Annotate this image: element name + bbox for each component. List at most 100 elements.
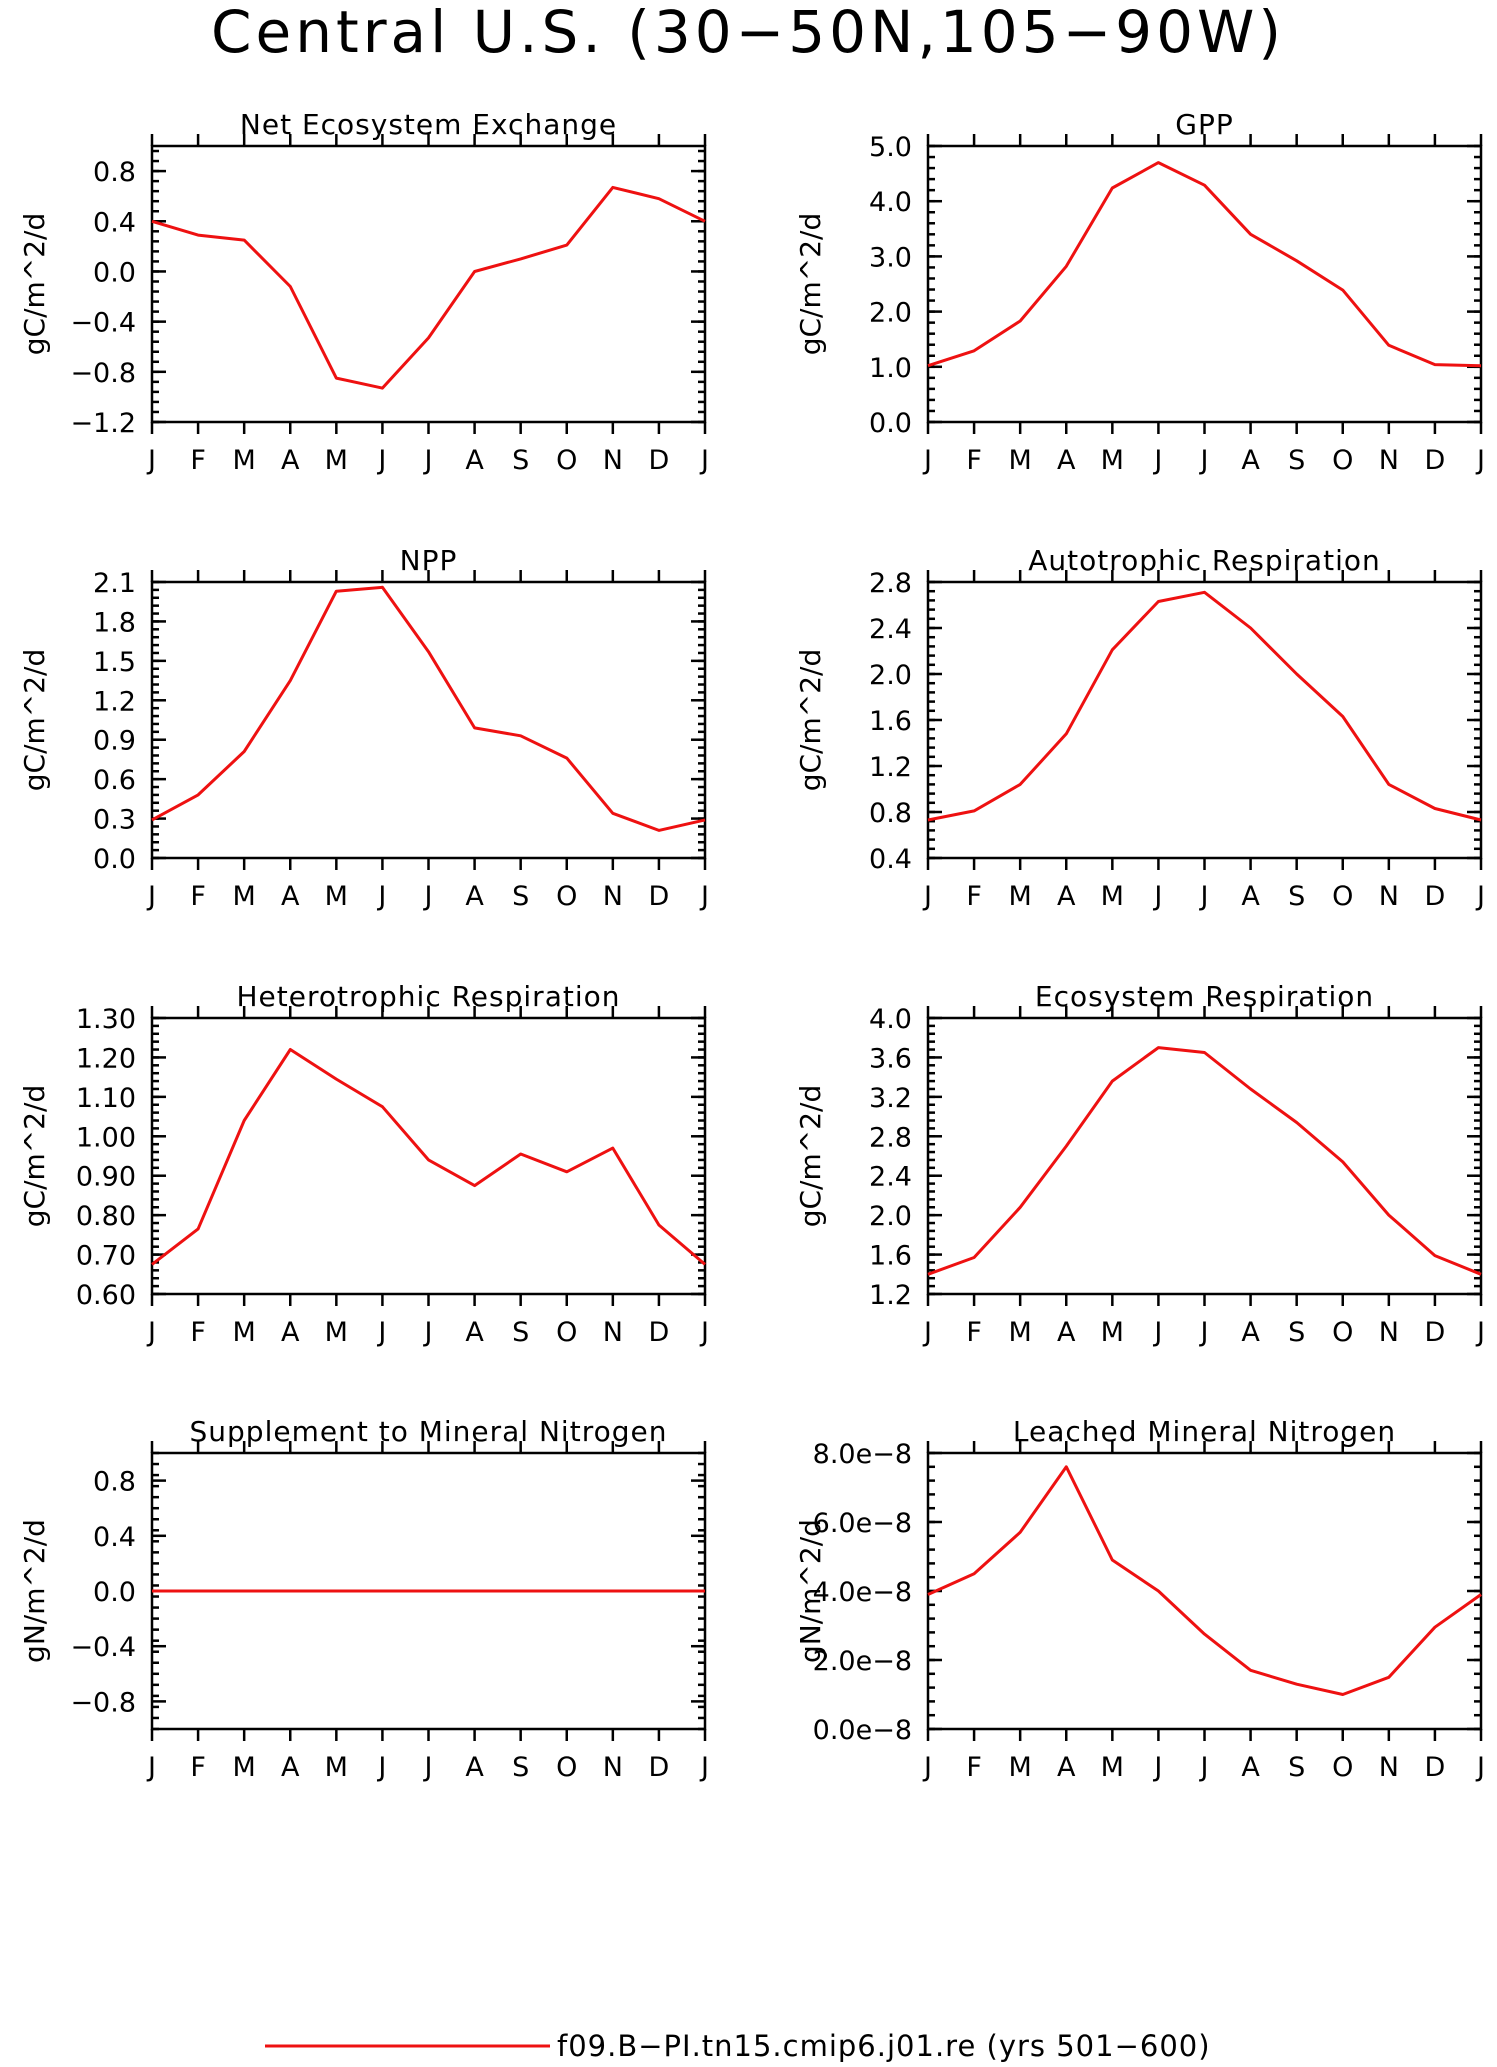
y-tick-label: 0.90 <box>76 1162 136 1193</box>
x-tick-label: F <box>966 881 982 912</box>
x-tick-label: J <box>1199 881 1209 912</box>
x-tick-label: J <box>1475 445 1485 476</box>
y-axis-label: gN/m^2/d <box>794 1519 827 1663</box>
plot-frame <box>926 1016 1483 1296</box>
series-line <box>927 590 1482 822</box>
x-tick-label: N <box>603 881 623 912</box>
x-tick-label: J <box>376 445 386 476</box>
x-tick-label: J <box>146 445 156 476</box>
x-tick-label: J <box>1152 881 1162 912</box>
y-tick-label: 0.0 <box>93 1577 136 1608</box>
x-tick-label: A <box>465 445 484 476</box>
x-tick-label: D <box>1425 1752 1446 1783</box>
x-tick-label: J <box>1475 1752 1485 1783</box>
x-tick-label: F <box>190 445 206 476</box>
y-tick-label: 4.0 <box>869 1004 912 1035</box>
y-tick-label: 0.3 <box>93 805 136 836</box>
x-tick-label: O <box>1332 1752 1353 1783</box>
x-tick-label: M <box>325 445 348 476</box>
y-tick-label: −0.4 <box>70 1632 136 1663</box>
x-tick-label: J <box>1199 1752 1209 1783</box>
y-tick-label: 1.30 <box>76 1004 136 1035</box>
y-tick-label: 0.8 <box>93 1467 136 1498</box>
x-tick-label: J <box>699 1752 709 1783</box>
x-tick-label: N <box>1379 1752 1399 1783</box>
figure-title: Central U.S. (30−50N,105−90W) <box>211 0 1285 66</box>
x-tick-label: O <box>556 445 577 476</box>
x-tick-label: O <box>556 1317 577 1348</box>
x-tick-label: D <box>1425 881 1446 912</box>
y-tick-label: 0.0 <box>93 257 136 288</box>
y-tick-label: −1.2 <box>70 408 136 439</box>
x-tick-label: A <box>281 1317 300 1348</box>
x-tick-label: J <box>146 881 156 912</box>
x-tick-label: J <box>922 445 932 476</box>
x-tick-label: M <box>233 1317 256 1348</box>
y-tick-label: 2.0 <box>869 298 912 329</box>
x-tick-label: S <box>512 881 529 912</box>
y-axis-label: gC/m^2/d <box>18 649 51 792</box>
y-tick-label: 5.0 <box>869 132 912 163</box>
x-tick-label: J <box>423 1317 433 1348</box>
y-tick-label: 0.0 <box>869 408 912 439</box>
x-tick-label: A <box>1241 881 1260 912</box>
y-tick-label: 0.8 <box>93 157 136 188</box>
x-tick-label: M <box>1101 1317 1124 1348</box>
x-tick-label: M <box>233 881 256 912</box>
x-tick-label: J <box>423 1752 433 1783</box>
x-tick-label: M <box>1009 445 1032 476</box>
y-axis-label: gC/m^2/d <box>794 649 827 792</box>
x-tick-label: J <box>1199 1317 1209 1348</box>
x-tick-label: O <box>556 881 577 912</box>
y-tick-label: 1.0 <box>869 353 912 384</box>
y-tick-label: 0.70 <box>76 1241 136 1272</box>
y-tick-label: 4.0 <box>869 187 912 218</box>
y-tick-label: 2.8 <box>869 1122 912 1153</box>
x-tick-label: A <box>1241 1317 1260 1348</box>
plot-frame <box>926 1451 1483 1731</box>
x-tick-label: M <box>325 1752 348 1783</box>
y-tick-label: 2.0e−8 <box>813 1646 912 1677</box>
x-tick-label: S <box>1288 881 1305 912</box>
chart-panel: Autotrophic RespirationgC/m^2/d0.40.81.2… <box>794 544 1485 912</box>
x-tick-label: J <box>699 445 709 476</box>
y-axis-label: gC/m^2/d <box>18 213 51 356</box>
x-tick-label: J <box>1475 881 1485 912</box>
x-tick-label: M <box>233 445 256 476</box>
chart-panel: Net Ecosystem ExchangegC/m^2/d−1.2−0.8−0… <box>18 108 709 476</box>
chart-panel: Supplement to Mineral NitrogengN/m^2/d−0… <box>18 1415 709 1783</box>
y-tick-label: −0.4 <box>70 308 136 339</box>
y-tick-label: 2.8 <box>869 568 912 599</box>
legend-label: f09.B−PI.tn15.cmip6.j01.re (yrs 501−600) <box>557 2029 1211 2063</box>
x-tick-label: J <box>1475 1317 1485 1348</box>
y-tick-label: 2.4 <box>869 614 912 645</box>
x-tick-label: A <box>465 881 484 912</box>
y-tick-label: 0.0e−8 <box>813 1715 912 1746</box>
x-tick-label: J <box>376 881 386 912</box>
y-tick-label: 0.0 <box>93 844 136 875</box>
y-tick-label: 1.8 <box>93 607 136 638</box>
x-tick-label: D <box>649 1317 670 1348</box>
x-tick-label: J <box>699 1317 709 1348</box>
x-tick-label: S <box>512 1317 529 1348</box>
x-tick-label: F <box>190 1752 206 1783</box>
x-tick-label: O <box>1332 445 1353 476</box>
x-tick-label: M <box>325 1317 348 1348</box>
x-tick-label: J <box>699 881 709 912</box>
x-tick-label: S <box>1288 1317 1305 1348</box>
y-tick-label: 3.2 <box>869 1083 912 1114</box>
chart-panels: Net Ecosystem ExchangegC/m^2/d−1.2−0.8−0… <box>18 108 1485 1783</box>
y-tick-label: 1.2 <box>93 686 136 717</box>
y-tick-label: −0.8 <box>70 358 136 389</box>
y-axis-label: gC/m^2/d <box>18 1085 51 1228</box>
plot-frame <box>150 144 707 424</box>
x-tick-label: F <box>966 1752 982 1783</box>
y-tick-label: 2.4 <box>869 1162 912 1193</box>
chart-panel: Heterotrophic RespirationgC/m^2/d0.600.7… <box>18 980 709 1348</box>
x-tick-label: F <box>966 445 982 476</box>
y-tick-label: 1.5 <box>93 647 136 678</box>
y-tick-label: 8.0e−8 <box>813 1439 912 1470</box>
x-tick-label: J <box>922 881 932 912</box>
x-tick-label: A <box>1057 1317 1076 1348</box>
